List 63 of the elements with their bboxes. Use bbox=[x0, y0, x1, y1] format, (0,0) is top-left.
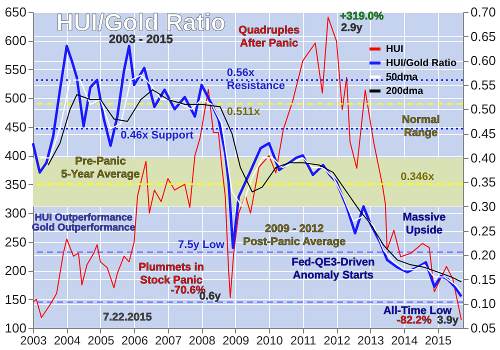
legend-label: 50dma bbox=[386, 72, 418, 83]
y-tick-label: 450 bbox=[4, 119, 26, 134]
y-tick-label: 600 bbox=[4, 33, 26, 48]
annotation: Massive Upside bbox=[402, 212, 446, 237]
y2-tick-label: 0.30 bbox=[470, 198, 496, 214]
y2-tick-label: 0.70 bbox=[470, 4, 496, 20]
x-tick-label: 2014 bbox=[391, 334, 418, 348]
y2-tick-label: 0.45 bbox=[470, 126, 496, 142]
y-tick-label: 550 bbox=[4, 62, 26, 77]
x-tick-label: 2003 bbox=[20, 334, 48, 348]
x-tick-label: 2005 bbox=[88, 334, 115, 348]
annotation: 3.9y bbox=[437, 314, 460, 327]
x-tick-label: 2015 bbox=[424, 334, 452, 348]
legend-label: HUI bbox=[386, 44, 404, 55]
y-tick-label: 350 bbox=[4, 176, 26, 192]
ref-line-label: 7.5y Low bbox=[178, 239, 225, 252]
annotation: 2.9y bbox=[340, 22, 364, 34]
y2-tick-label: 0.20 bbox=[470, 248, 496, 263]
y-tick-label: 500 bbox=[4, 90, 26, 106]
x-tick-label: 2013 bbox=[357, 334, 384, 348]
y-tick-label: 250 bbox=[4, 234, 26, 250]
x-tick-label: 2012 bbox=[324, 334, 351, 348]
legend-label: HUI/Gold Ratio bbox=[386, 58, 457, 69]
x-tick-label: 2010 bbox=[256, 334, 284, 348]
y-tick-label: 400 bbox=[4, 148, 26, 164]
y-tick-label: 200 bbox=[4, 263, 26, 278]
y-tick-label: 300 bbox=[4, 206, 26, 221]
y-tick-label: 100 bbox=[4, 320, 26, 336]
annotation: All-Time Low bbox=[383, 304, 452, 317]
annotation: HUI Outperformance bbox=[34, 212, 133, 224]
x-tick-label: 2004 bbox=[54, 334, 81, 348]
text: 2003 - 2015 bbox=[108, 32, 174, 46]
legend-label: 200dma bbox=[386, 86, 424, 97]
x-tick-label: 2008 bbox=[188, 334, 216, 348]
y-tick-label: 150 bbox=[4, 292, 26, 307]
annotation: Quadruples After Panic bbox=[238, 24, 300, 50]
annotation: +319.0% bbox=[340, 10, 384, 23]
y2-tick-label: 0.60 bbox=[470, 53, 496, 68]
annotation: Fed-QE3-Driven Anomaly Starts bbox=[292, 256, 375, 282]
y2-tick-label: 0.55 bbox=[470, 77, 496, 92]
annotation: Plummets in Stock Panic bbox=[138, 262, 204, 287]
annotation: 2009 - 2012 Post-Panic Average bbox=[243, 223, 346, 248]
annotation: -82.2% bbox=[396, 314, 432, 327]
annotation: 7.22.2015 bbox=[102, 312, 152, 324]
y2-tick-label: 0.15 bbox=[470, 272, 496, 287]
annotation: Pre-Panic 5-Year Average bbox=[61, 155, 140, 180]
y2-tick-label: 0.65 bbox=[470, 28, 496, 44]
ref-line-label: 0.346x bbox=[400, 171, 436, 184]
ref-line-label: 0.511x bbox=[226, 106, 261, 118]
y2-tick-label: 0.25 bbox=[470, 223, 496, 238]
x-tick-label: 2011 bbox=[290, 334, 317, 348]
x-tick-label: 2009 bbox=[222, 334, 250, 348]
x-tick-label: 2007 bbox=[155, 334, 182, 348]
x-tick-label: 2006 bbox=[121, 334, 148, 348]
band-label: Normal Range bbox=[402, 114, 440, 140]
y2-tick-label: 0.10 bbox=[470, 296, 496, 312]
y2-tick-label: 0.40 bbox=[470, 150, 496, 166]
ref-line-label: 0.56x Resistance bbox=[226, 67, 286, 92]
y2-tick-label: 0.50 bbox=[470, 102, 496, 117]
y-tick-label: 650 bbox=[4, 4, 26, 20]
y2-tick-label: 0.05 bbox=[470, 320, 496, 336]
ref-line-label: 0.46x Support bbox=[120, 130, 194, 142]
y2-tick-label: 0.35 bbox=[470, 174, 496, 190]
